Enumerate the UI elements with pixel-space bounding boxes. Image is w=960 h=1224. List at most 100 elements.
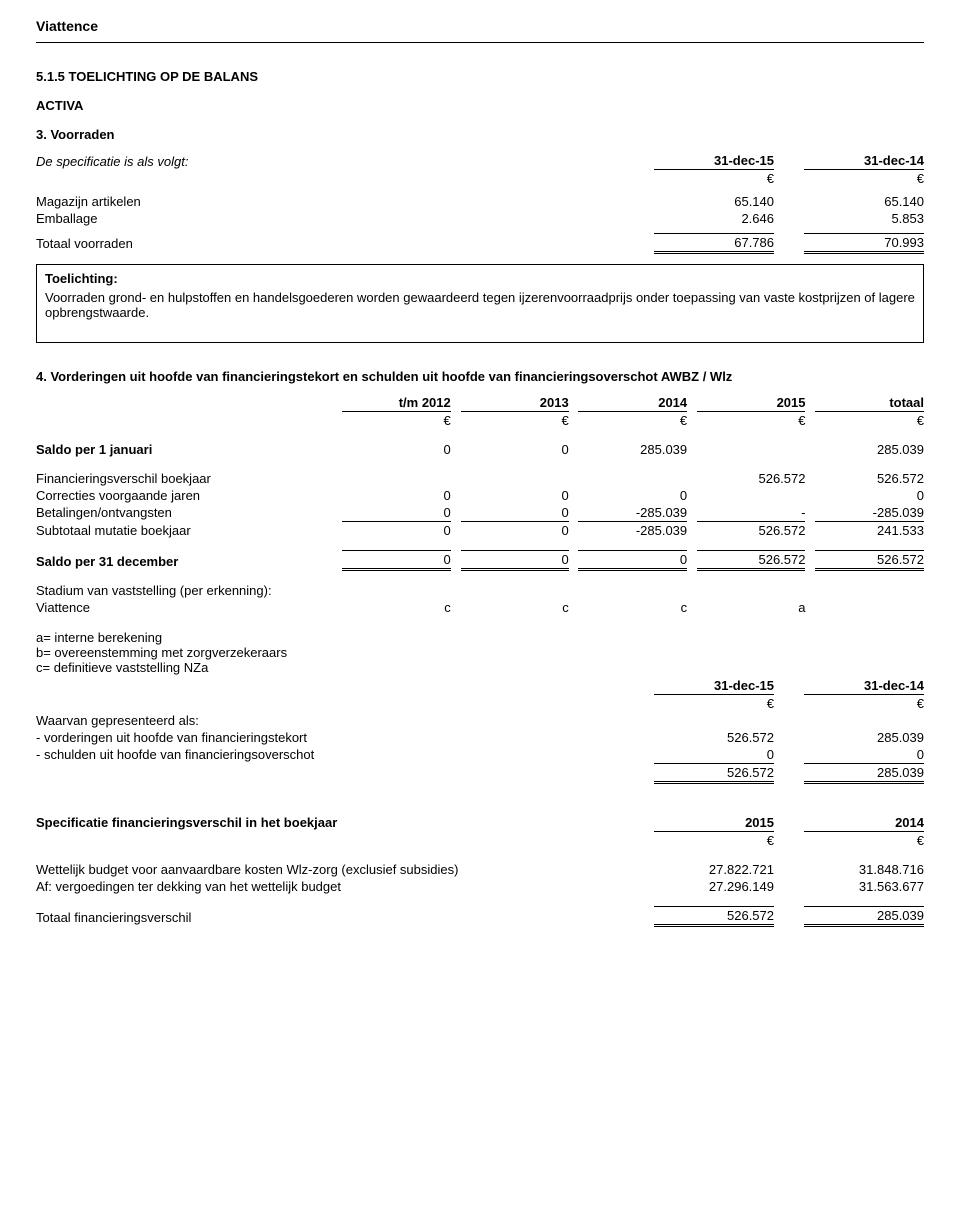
- cell: 0: [804, 746, 924, 764]
- total-cell: 285.039: [804, 907, 924, 926]
- total-cell: 526.572: [815, 551, 924, 570]
- cell: [697, 487, 806, 504]
- cell: 526.572: [697, 521, 806, 539]
- cell: [815, 599, 924, 616]
- total-cell: 0: [342, 551, 451, 570]
- spec-heading: Specificatie financieringsverschil in he…: [36, 814, 654, 832]
- cell: 0: [342, 441, 451, 458]
- company-name: Viattence: [36, 18, 924, 34]
- cell: 0: [461, 504, 569, 522]
- table-row: Af: vergoedingen ter dekking van het wet…: [36, 878, 924, 895]
- col-header: t/m 2012: [342, 394, 451, 412]
- stadium-row: Viattence c c c a: [36, 599, 924, 616]
- voorraden-table: De specificatie is als volgt: 31-dec-15 …: [36, 152, 924, 254]
- legend-c: c= definitieve vaststelling NZa: [36, 660, 924, 675]
- toelichting-body: Voorraden grond- en hulpstoffen en hande…: [45, 290, 915, 320]
- cell: 0: [342, 521, 451, 539]
- row-label: Saldo per 31 december: [36, 551, 342, 570]
- cell: 0: [342, 487, 451, 504]
- currency-symbol: €: [804, 831, 924, 849]
- cell: 0: [815, 487, 924, 504]
- currency-symbol: €: [578, 411, 687, 429]
- stadium-label: Stadium van vaststelling (per erkenning)…: [36, 582, 924, 599]
- table-row: Magazijn artikelen 65.140 65.140: [36, 193, 924, 210]
- total-cell: 526.572: [697, 551, 806, 570]
- col-header: 31-dec-14: [804, 677, 924, 695]
- cell: 526.572: [815, 470, 924, 487]
- table-row: Betalingen/ontvangsten 0 0 -285.039 - -2…: [36, 504, 924, 522]
- row-label: Betalingen/ontvangsten: [36, 504, 342, 522]
- currency-symbol: €: [804, 694, 924, 712]
- table-row: - schulden uit hoofde van financieringso…: [36, 746, 924, 764]
- total-cell: 526.572: [654, 907, 774, 926]
- cell: 27.296.149: [654, 878, 774, 895]
- cell: [342, 470, 451, 487]
- total-cell: 0: [578, 551, 687, 570]
- cell: c: [578, 599, 687, 616]
- voorraden-heading: 3. Voorraden: [36, 127, 924, 142]
- currency-symbol: €: [654, 831, 774, 849]
- total-cell: 0: [461, 551, 569, 570]
- legend-b: b= overeenstemming met zorgverzekeraars: [36, 645, 924, 660]
- cell: 526.572: [654, 729, 774, 746]
- cell: 31.563.677: [804, 878, 924, 895]
- row-label: Correcties voorgaande jaren: [36, 487, 342, 504]
- cell: 31.848.716: [804, 861, 924, 878]
- total-cell: 70.993: [804, 233, 924, 252]
- vorderingen-heading: 4. Vorderingen uit hoofde van financieri…: [36, 369, 924, 384]
- cell: c: [342, 599, 451, 616]
- table-row: Correcties voorgaande jaren 0 0 0 0: [36, 487, 924, 504]
- row-label: Subtotaal mutatie boekjaar: [36, 521, 342, 539]
- row-label: - vorderingen uit hoofde van financierin…: [36, 729, 654, 746]
- toelichting-heading: Toelichting:: [45, 271, 915, 286]
- section-title: 5.1.5 TOELICHTING OP DE BALANS: [36, 69, 924, 84]
- cell: 0: [342, 504, 451, 522]
- currency-symbol: €: [654, 694, 774, 712]
- cell: 0: [578, 487, 687, 504]
- cell: 27.822.721: [654, 861, 774, 878]
- row-label: Af: vergoedingen ter dekking van het wet…: [36, 878, 654, 895]
- col-header: 2015: [654, 814, 774, 832]
- cell: 0: [461, 487, 569, 504]
- row-label: - schulden uit hoofde van financieringso…: [36, 746, 654, 764]
- col-header: 2014: [804, 814, 924, 832]
- table-row: Emballage 2.646 5.853: [36, 210, 924, 227]
- total-cell: 526.572: [654, 763, 774, 782]
- col-header: 31-dec-14: [804, 152, 924, 170]
- legend-a: a= interne berekening: [36, 630, 924, 645]
- cell: 526.572: [697, 470, 806, 487]
- table-row: - vorderingen uit hoofde van financierin…: [36, 729, 924, 746]
- cell: 65.140: [654, 193, 774, 210]
- presentation-table: 31-dec-15 31-dec-14 € € Waarvan gepresen…: [36, 677, 924, 784]
- cell: [461, 470, 569, 487]
- cell: 5.853: [804, 210, 924, 227]
- cell: 0: [461, 441, 569, 458]
- col-header: 2014: [578, 394, 687, 412]
- row-label: Financieringsverschil boekjaar: [36, 470, 342, 487]
- col-header: 2015: [697, 394, 806, 412]
- row-label: Emballage: [36, 210, 654, 227]
- cell: -: [697, 504, 806, 522]
- cell: 285.039: [804, 729, 924, 746]
- col-header: totaal: [815, 394, 924, 412]
- currency-symbol: €: [815, 411, 924, 429]
- total-row: 526.572 285.039: [36, 763, 924, 782]
- activa-label: ACTIVA: [36, 98, 924, 113]
- title-divider: [36, 42, 924, 43]
- cell: a: [697, 599, 806, 616]
- row-label: Saldo per 1 januari: [36, 441, 342, 458]
- table-row: Financieringsverschil boekjaar 526.572 5…: [36, 470, 924, 487]
- currency-symbol: €: [804, 170, 924, 188]
- cell: -285.039: [815, 504, 924, 522]
- currency-symbol: €: [654, 170, 774, 188]
- cell: 65.140: [804, 193, 924, 210]
- col-header: 2013: [461, 394, 569, 412]
- total-row: Totaal voorraden 67.786 70.993: [36, 233, 924, 252]
- vorderingen-table: t/m 2012 2013 2014 2015 totaal € € € € €…: [36, 394, 924, 616]
- saldo-1jan-row: Saldo per 1 januari 0 0 285.039 285.039: [36, 441, 924, 458]
- total-label: Totaal financieringsverschil: [36, 907, 654, 926]
- spec-label: De specificatie is als volgt:: [36, 152, 654, 170]
- col-header: 31-dec-15: [654, 152, 774, 170]
- pres-heading: Waarvan gepresenteerd als:: [36, 712, 654, 729]
- cell: -285.039: [578, 504, 687, 522]
